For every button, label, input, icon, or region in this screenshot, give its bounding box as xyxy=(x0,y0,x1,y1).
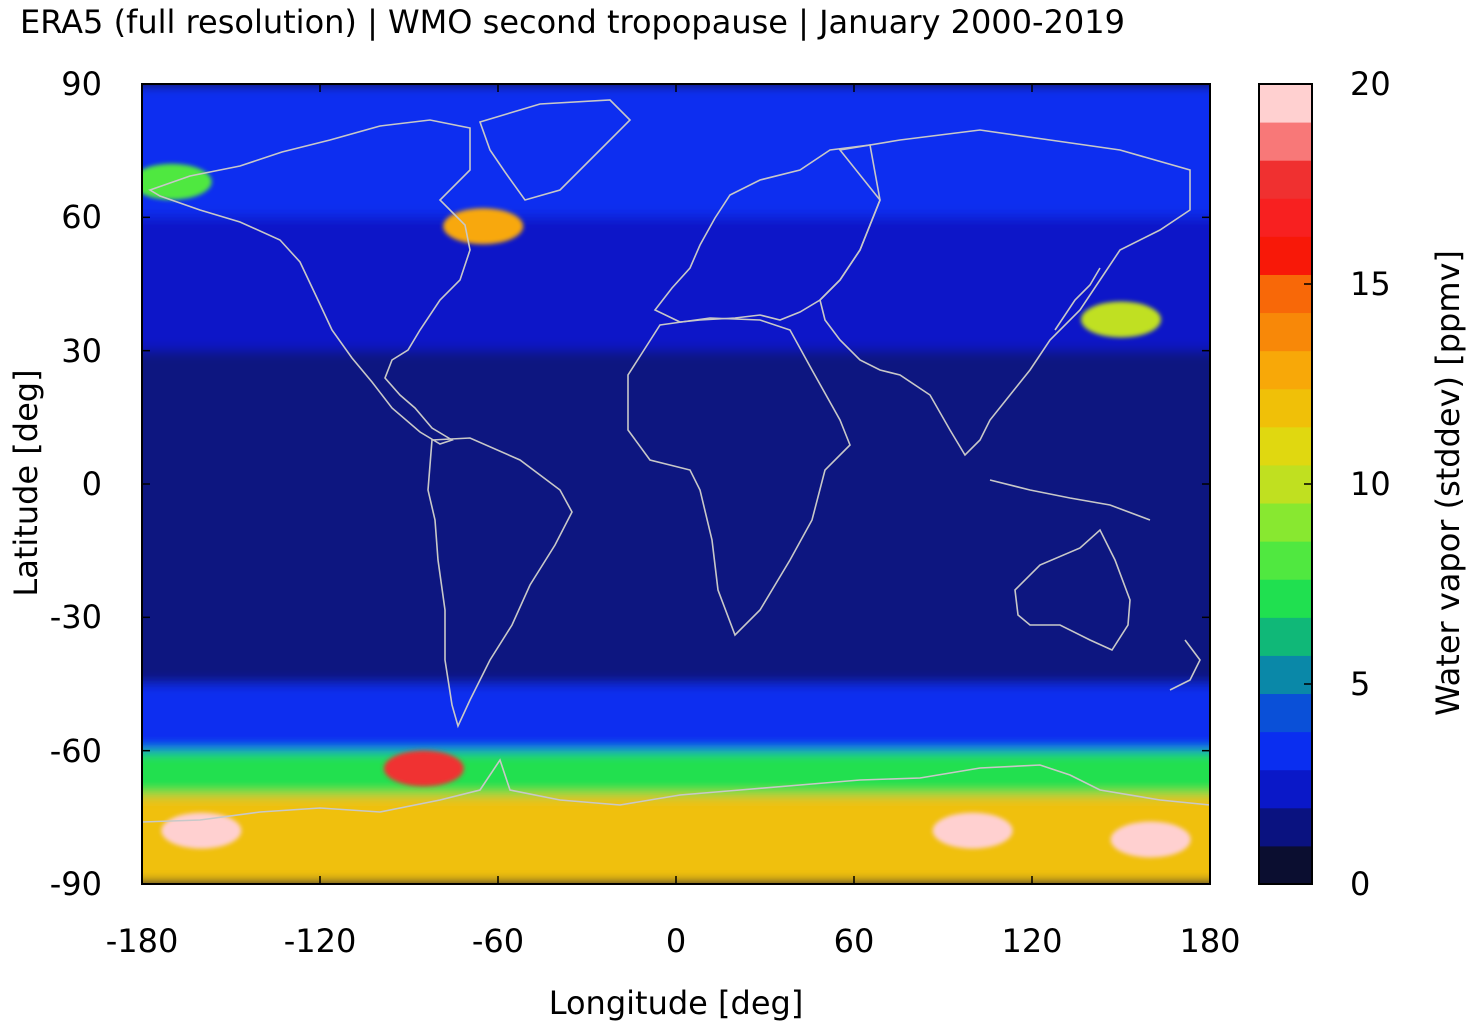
heatmap-band-3 xyxy=(142,617,1210,684)
colorbar-segment xyxy=(1259,731,1312,771)
coastline-africa xyxy=(627,317,851,637)
colorbar-segment xyxy=(1259,236,1312,275)
y-tick-label: -30 xyxy=(49,598,102,637)
colorbar-label: Water vapor (stddev) [ppmv] xyxy=(1429,250,1467,716)
colorbar-segment xyxy=(1259,426,1312,466)
heatmap-band-2 xyxy=(142,350,1210,618)
y-tick-label: 90 xyxy=(61,65,102,103)
colorbar-segment xyxy=(1259,769,1312,809)
x-tick-label: 120 xyxy=(1001,922,1063,960)
colorbar-segment xyxy=(1259,579,1312,618)
x-tick-label: -180 xyxy=(105,922,179,960)
coastline-south-america xyxy=(427,437,573,729)
y-tick-label: 0 xyxy=(81,465,102,503)
colorbar-segment xyxy=(1259,274,1312,314)
x-tick-label: 60 xyxy=(833,922,875,960)
y-axis-label: Latitude [deg] xyxy=(7,369,45,597)
y-tick-label: 60 xyxy=(61,198,102,237)
heatmap-hotspot-4 xyxy=(383,750,464,787)
heatmap-hotspot-0 xyxy=(443,208,524,245)
axis-tick-marks xyxy=(141,83,1211,885)
colorbar-segment xyxy=(1259,655,1312,695)
colorbar-segment xyxy=(1259,464,1312,504)
heatmap-hotspot-6 xyxy=(1110,821,1191,858)
colorbar-tick-label: 10 xyxy=(1350,465,1391,503)
colorbar-tick-label: 5 xyxy=(1350,665,1371,703)
colorbar-segment xyxy=(1259,84,1312,123)
colorbar-segment xyxy=(1259,388,1312,428)
y-tick-label: -60 xyxy=(49,731,102,770)
colorbar-segment xyxy=(1259,198,1312,237)
x-tick-label: 180 xyxy=(1179,922,1241,960)
colorbar-segment xyxy=(1259,845,1312,885)
heatmap-hotspot-1 xyxy=(1081,301,1161,338)
x-tick-label: 0 xyxy=(665,922,687,960)
coastline-indonesia xyxy=(989,479,1151,521)
coastline-antarctica xyxy=(142,758,1210,823)
colorbar-segment xyxy=(1259,693,1312,733)
heatmap-band-6 xyxy=(142,795,1210,884)
x-tick-label: -60 xyxy=(471,922,525,960)
y-tick-label: 30 xyxy=(61,331,102,370)
colorbar-tick-label: 20 xyxy=(1350,65,1391,103)
heatmap-hotspot-3 xyxy=(161,812,242,849)
coastline-greenland xyxy=(478,99,632,201)
x-tick-label: -120 xyxy=(283,922,357,960)
colorbar xyxy=(1259,83,1312,885)
y-tick-label: -90 xyxy=(49,865,102,903)
colorbar-segment xyxy=(1259,807,1312,847)
coastline-north-america xyxy=(148,119,471,445)
colorbar-segment xyxy=(1259,122,1312,161)
heatmap-band-5 xyxy=(142,750,1210,796)
coastlines xyxy=(142,99,1210,823)
colorbar-segment xyxy=(1259,503,1312,542)
colorbar-frame xyxy=(1258,83,1313,885)
colorbar-tick-label: 0 xyxy=(1350,865,1371,903)
heatmap-band-4 xyxy=(142,684,1210,751)
colorbar-segment xyxy=(1259,160,1312,199)
coastline-australia xyxy=(1014,528,1131,652)
heatmap-band-0 xyxy=(142,84,1210,218)
colorbar-segment xyxy=(1259,312,1312,352)
heatmap-hotspot-2 xyxy=(142,163,212,200)
plot-area xyxy=(142,84,1210,884)
colorbar-segment xyxy=(1259,617,1312,656)
x-axis-label: Longitude [deg] xyxy=(548,984,804,1022)
colorbar-tick-label: 15 xyxy=(1350,265,1391,303)
coastline-asia xyxy=(819,129,1191,457)
colorbar-segment xyxy=(1259,350,1312,390)
coastline-japan xyxy=(1054,267,1101,331)
coastline-new-zealand xyxy=(1169,639,1201,691)
colorbar-segment xyxy=(1259,541,1312,580)
heatmap-hotspot-5 xyxy=(932,812,1013,849)
